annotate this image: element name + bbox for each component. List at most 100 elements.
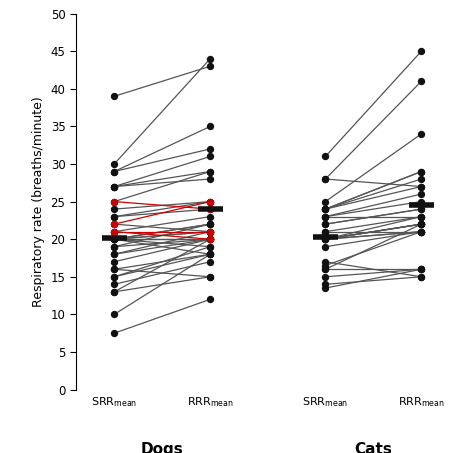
- Point: [110, 251, 118, 258]
- Point: [321, 228, 329, 235]
- Point: [206, 221, 214, 228]
- Point: [321, 236, 329, 243]
- Point: [206, 236, 214, 243]
- Point: [206, 175, 214, 183]
- Point: [418, 265, 425, 273]
- Point: [110, 206, 118, 213]
- Point: [206, 221, 214, 228]
- Point: [110, 93, 118, 100]
- Point: [418, 265, 425, 273]
- Point: [110, 236, 118, 243]
- Point: [110, 265, 118, 273]
- Point: [418, 48, 425, 55]
- Point: [321, 262, 329, 269]
- Point: [418, 221, 425, 228]
- Point: [418, 221, 425, 228]
- Point: [110, 236, 118, 243]
- Text: Cats: Cats: [355, 442, 392, 453]
- Point: [418, 228, 425, 235]
- Point: [110, 221, 118, 228]
- Point: [206, 206, 214, 213]
- Point: [206, 258, 214, 265]
- Point: [206, 228, 214, 235]
- Point: [321, 175, 329, 183]
- Point: [321, 243, 329, 251]
- Y-axis label: Respiratory rate (breaths/minute): Respiratory rate (breaths/minute): [32, 96, 45, 307]
- Point: [418, 175, 425, 183]
- Point: [206, 198, 214, 205]
- Point: [321, 221, 329, 228]
- Point: [110, 228, 118, 235]
- Point: [206, 206, 214, 213]
- Point: [418, 221, 425, 228]
- Point: [206, 296, 214, 303]
- Point: [321, 213, 329, 220]
- Point: [418, 168, 425, 175]
- Point: [206, 228, 214, 235]
- Point: [110, 258, 118, 265]
- Point: [418, 168, 425, 175]
- Point: [206, 273, 214, 280]
- Point: [321, 213, 329, 220]
- Point: [418, 213, 425, 220]
- Point: [110, 198, 118, 205]
- Point: [418, 206, 425, 213]
- Point: [110, 221, 118, 228]
- Point: [206, 198, 214, 205]
- Point: [418, 213, 425, 220]
- Point: [418, 190, 425, 198]
- Point: [206, 228, 214, 235]
- Point: [418, 213, 425, 220]
- Point: [110, 236, 118, 243]
- Point: [110, 243, 118, 251]
- Point: [418, 273, 425, 280]
- Point: [321, 206, 329, 213]
- Point: [321, 236, 329, 243]
- Point: [206, 236, 214, 243]
- Point: [321, 236, 329, 243]
- Point: [206, 251, 214, 258]
- Point: [206, 198, 214, 205]
- Point: [206, 153, 214, 160]
- Point: [110, 236, 118, 243]
- Point: [418, 77, 425, 85]
- Point: [206, 243, 214, 251]
- Point: [206, 236, 214, 243]
- Point: [110, 251, 118, 258]
- Point: [418, 228, 425, 235]
- Point: [321, 228, 329, 235]
- Point: [206, 123, 214, 130]
- Point: [321, 175, 329, 183]
- Point: [321, 236, 329, 243]
- Point: [321, 236, 329, 243]
- Point: [110, 213, 118, 220]
- Point: [418, 273, 425, 280]
- Point: [206, 168, 214, 175]
- Point: [418, 183, 425, 190]
- Point: [321, 206, 329, 213]
- Point: [418, 206, 425, 213]
- Point: [110, 243, 118, 251]
- Point: [418, 228, 425, 235]
- Point: [206, 236, 214, 243]
- Point: [206, 213, 214, 220]
- Point: [110, 198, 118, 205]
- Point: [321, 206, 329, 213]
- Point: [321, 265, 329, 273]
- Point: [206, 236, 214, 243]
- Point: [321, 236, 329, 243]
- Point: [206, 168, 214, 175]
- Point: [110, 273, 118, 280]
- Point: [418, 221, 425, 228]
- Point: [321, 206, 329, 213]
- Point: [110, 330, 118, 337]
- Point: [110, 236, 118, 243]
- Point: [206, 251, 214, 258]
- Point: [418, 228, 425, 235]
- Point: [206, 236, 214, 243]
- Point: [110, 228, 118, 235]
- Point: [206, 228, 214, 235]
- Point: [110, 236, 118, 243]
- Point: [110, 213, 118, 220]
- Point: [418, 183, 425, 190]
